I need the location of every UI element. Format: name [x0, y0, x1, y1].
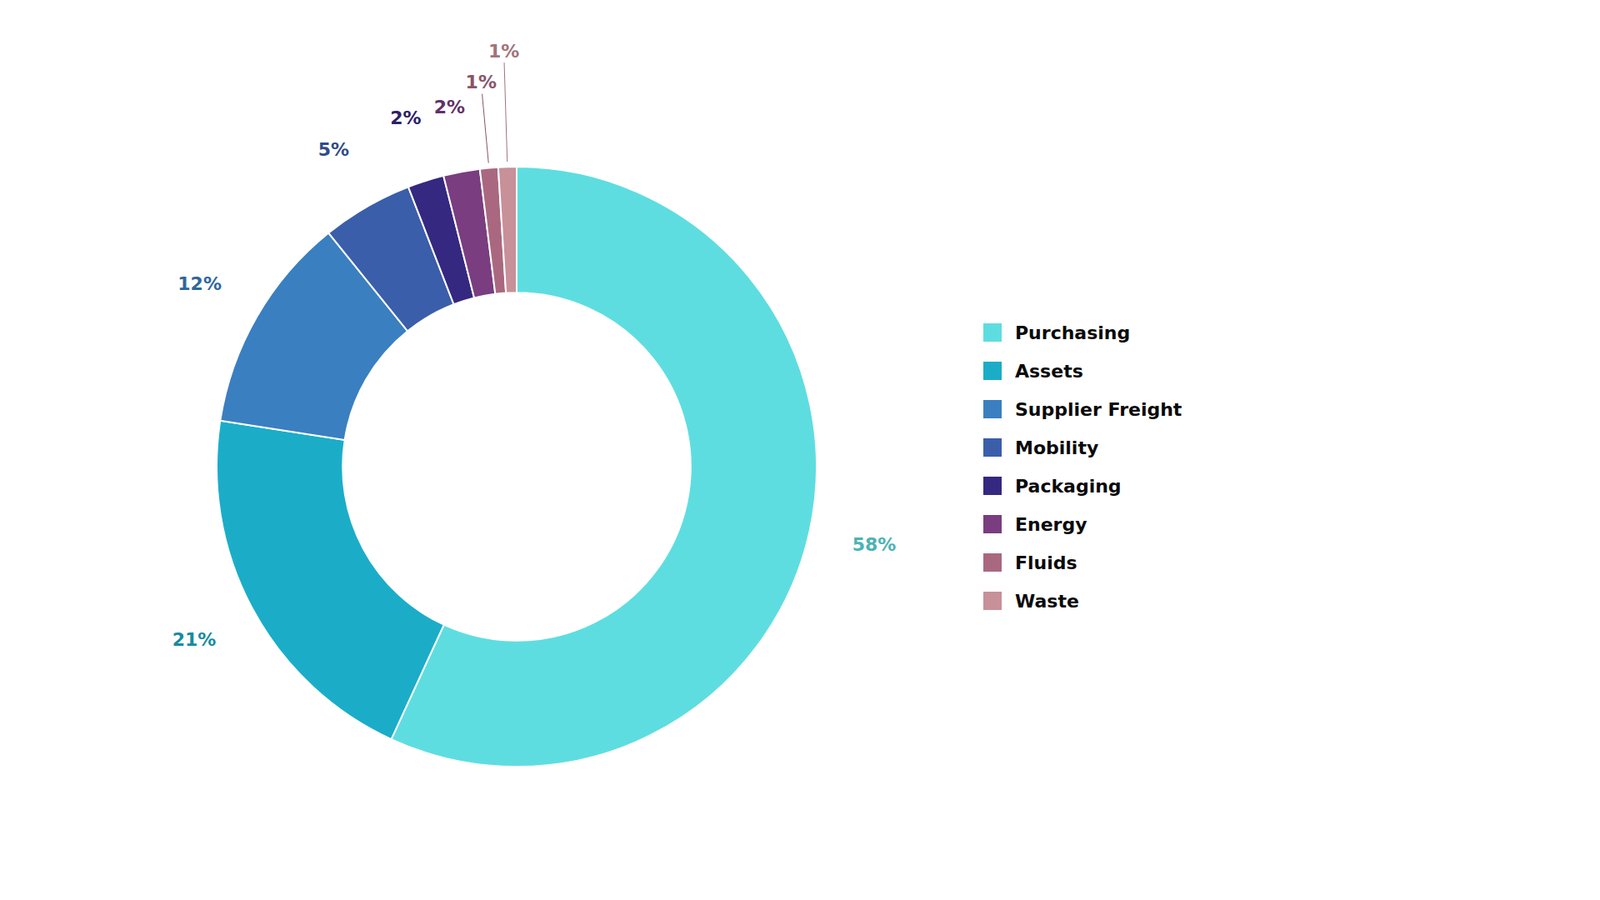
legend-label: Energy: [1015, 514, 1088, 535]
data-label: 21%: [172, 629, 217, 650]
legend-item: Energy: [983, 514, 1088, 535]
legend-item: Purchasing: [983, 322, 1130, 344]
legend-item: Assets: [983, 360, 1084, 382]
legend-swatch: [983, 361, 1002, 380]
legend: Purchasing Assets Supplier Freight Mobility…: [983, 322, 1183, 612]
legend-swatch: [983, 591, 1002, 610]
chart: 58%21%12%5%2%2%1%1%PurchasingAssetsSuppl…: [0, 0, 1600, 900]
data-label: 12%: [177, 273, 222, 295]
data-label: 2%: [434, 96, 465, 118]
legend-item: Supplier Freight: [983, 399, 1183, 420]
legend-item: Packaging: [983, 475, 1122, 497]
legend-label: Supplier Freight: [1015, 399, 1183, 420]
legend-item: Waste: [983, 590, 1080, 612]
slice: [498, 166, 517, 294]
leader-line: [504, 62, 508, 162]
legend-swatch: [983, 400, 1002, 419]
legend-label: Purchasing: [1015, 322, 1130, 344]
legend-item: Mobility: [983, 437, 1099, 459]
legend-swatch: [983, 438, 1002, 457]
legend-label: Mobility: [1015, 437, 1099, 459]
legend-item: Fluids: [983, 552, 1078, 574]
legend-label: Fluids: [1015, 552, 1078, 574]
data-label: 1%: [465, 71, 497, 93]
data-label: 1%: [488, 40, 520, 62]
slice: [216, 420, 445, 740]
data-label: 2%: [390, 107, 421, 129]
data-label: 58%: [852, 534, 897, 555]
leader-line: [482, 94, 490, 164]
legend-swatch: [983, 476, 1002, 495]
legend-label: Packaging: [1015, 475, 1122, 497]
legend-label: Assets: [1015, 360, 1084, 382]
data-label: 5%: [318, 139, 350, 160]
legend-swatch: [983, 515, 1002, 534]
legend-label: Waste: [1015, 590, 1080, 612]
legend-swatch: [983, 323, 1002, 342]
data-labels: 58%21%12%5%2%2%1%1%: [172, 40, 897, 651]
slice: [391, 166, 817, 767]
pie: [216, 166, 817, 767]
legend-swatch: [983, 553, 1002, 572]
